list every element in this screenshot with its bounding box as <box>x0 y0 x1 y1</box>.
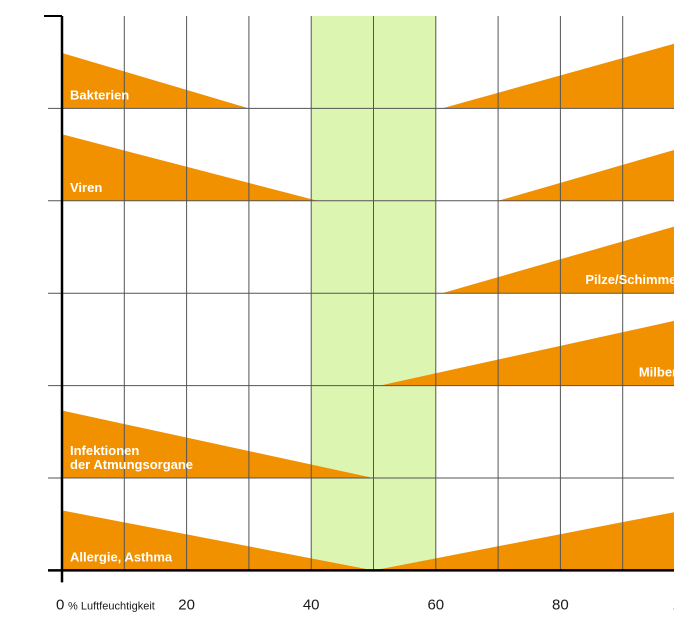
x-tick-label: 60 <box>427 596 444 613</box>
band-right-allergie-asthma <box>373 512 674 571</box>
series-label: Bakterien <box>70 87 129 102</box>
series-label: Milben <box>639 365 674 380</box>
band-right-pilze-schimmel <box>442 226 674 294</box>
band-right-milben <box>379 320 674 386</box>
series-label: Allergie, Asthma <box>70 549 173 564</box>
x-tick-label: 20 <box>178 596 195 613</box>
band-right-viren <box>498 149 674 201</box>
band-left-allergie-asthma <box>62 510 374 571</box>
series-label: Pilze/Schimmel <box>585 272 674 287</box>
series-label: Infektionen <box>70 443 139 458</box>
x-tick-label: 0 <box>56 596 64 613</box>
x-tick-label: 80 <box>552 596 569 613</box>
x-axis-label: % Luftfeuchtigkeit <box>68 600 155 612</box>
series-label: Viren <box>70 180 102 195</box>
x-tick-label: 40 <box>303 596 320 613</box>
band-left-infektionen-der-atmungsorgane <box>62 410 374 478</box>
band-left-viren <box>62 134 318 201</box>
series-label: der Atmungsorgane <box>70 457 193 472</box>
x-tick-label: 100 <box>672 596 674 613</box>
band-left-bakterien <box>62 52 249 109</box>
band-right-bakterien <box>442 43 674 109</box>
